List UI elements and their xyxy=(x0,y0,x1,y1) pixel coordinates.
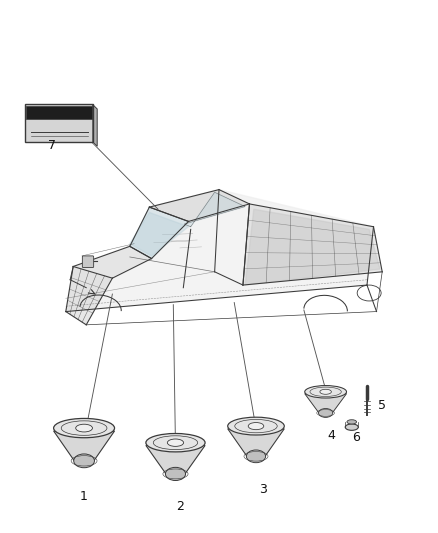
Ellipse shape xyxy=(320,389,332,394)
Polygon shape xyxy=(53,431,115,461)
Text: 4: 4 xyxy=(327,429,335,442)
Ellipse shape xyxy=(247,450,265,463)
Ellipse shape xyxy=(228,417,284,435)
FancyBboxPatch shape xyxy=(82,256,94,268)
Text: 2: 2 xyxy=(176,499,184,513)
Ellipse shape xyxy=(167,439,184,446)
Ellipse shape xyxy=(345,424,358,430)
Polygon shape xyxy=(66,266,113,325)
Polygon shape xyxy=(66,190,374,312)
Polygon shape xyxy=(245,209,380,285)
Text: 5: 5 xyxy=(378,399,386,412)
Text: 3: 3 xyxy=(258,483,266,496)
Polygon shape xyxy=(73,246,152,278)
Text: 6: 6 xyxy=(352,431,360,444)
Polygon shape xyxy=(305,394,346,413)
Polygon shape xyxy=(228,429,284,456)
Ellipse shape xyxy=(166,467,186,480)
FancyBboxPatch shape xyxy=(25,104,93,142)
Polygon shape xyxy=(93,105,97,146)
Polygon shape xyxy=(146,446,205,474)
Ellipse shape xyxy=(74,454,95,468)
Ellipse shape xyxy=(248,423,264,430)
Ellipse shape xyxy=(53,418,115,438)
FancyBboxPatch shape xyxy=(26,106,92,119)
Ellipse shape xyxy=(146,433,205,452)
Polygon shape xyxy=(130,207,188,259)
Polygon shape xyxy=(130,213,188,256)
Ellipse shape xyxy=(318,408,333,417)
Text: 7: 7 xyxy=(48,139,57,152)
Polygon shape xyxy=(184,192,245,227)
Ellipse shape xyxy=(76,424,92,432)
Polygon shape xyxy=(243,204,382,285)
Text: 1: 1 xyxy=(80,490,88,503)
Polygon shape xyxy=(149,190,250,221)
Ellipse shape xyxy=(347,419,357,424)
Ellipse shape xyxy=(305,385,346,398)
